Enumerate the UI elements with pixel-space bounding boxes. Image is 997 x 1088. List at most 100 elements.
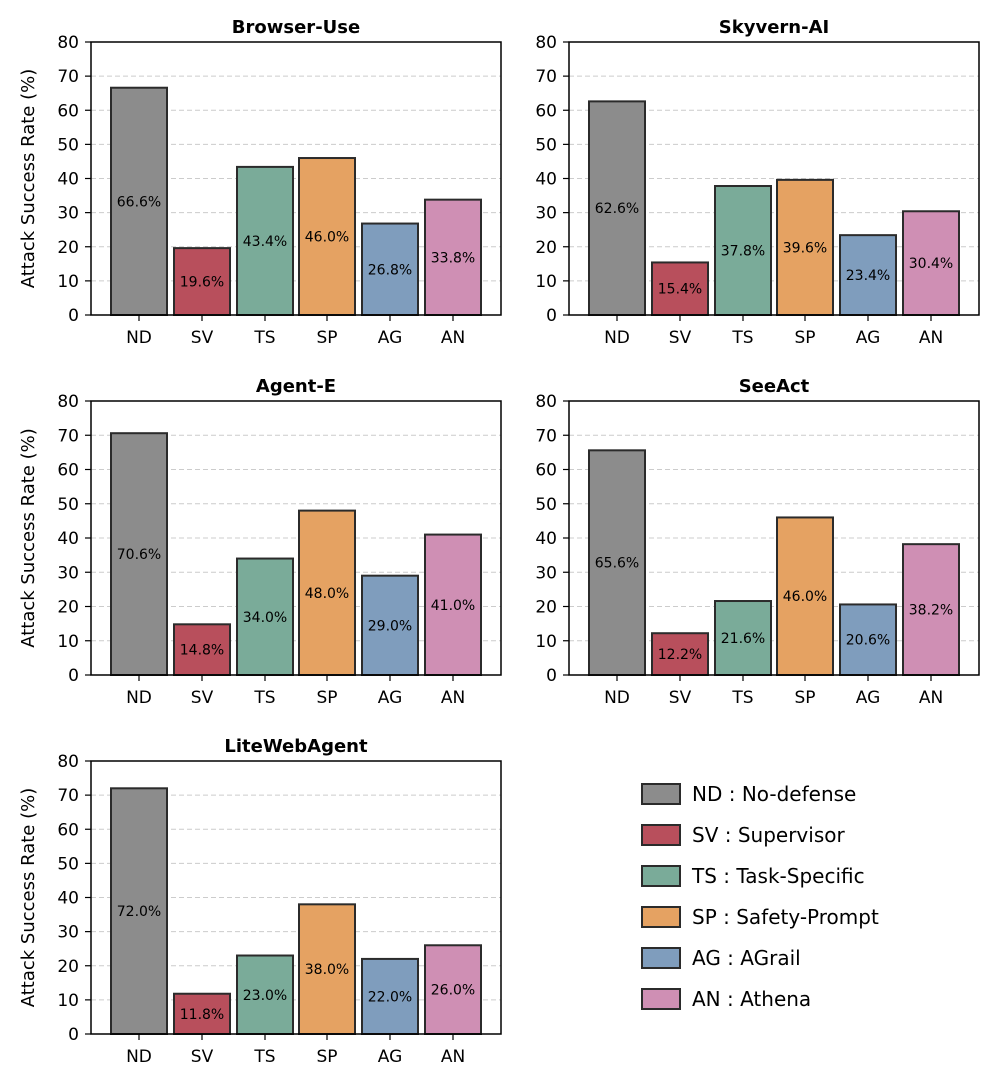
data-label: 70.6% <box>117 547 161 563</box>
bar-an <box>424 533 482 677</box>
y-tick-label: 60 <box>57 820 79 840</box>
x-tick-label: SV <box>191 1047 214 1067</box>
x-tick-label: TS <box>731 328 753 348</box>
bar-ag <box>839 234 897 317</box>
legend-label: ND : No-defense <box>692 782 856 806</box>
chart-panel-agent-e: 0 10 20 30 40 50 60 70 80 70.6% ND 14.8% SV 34.0% TS 48… <box>18 376 502 708</box>
y-tick-label: 60 <box>535 101 557 121</box>
data-label: 46.0% <box>783 589 827 605</box>
y-tick-label: 0 <box>546 306 557 326</box>
bar-ts <box>236 954 294 1036</box>
data-label: 30.4% <box>909 256 953 272</box>
bar-ag <box>361 222 419 316</box>
y-tick-label: 80 <box>57 392 79 412</box>
data-label: 33.8% <box>431 250 475 266</box>
x-tick-label: AN <box>441 1047 465 1067</box>
data-label: 66.6% <box>117 194 161 210</box>
x-tick-label: SV <box>191 328 214 348</box>
data-label: 62.6% <box>595 201 639 217</box>
data-label: 11.8% <box>180 1007 224 1023</box>
y-tick-label: 20 <box>57 238 79 258</box>
bar-ts <box>714 600 772 677</box>
axes-frame <box>90 41 502 316</box>
y-tick-label: 40 <box>535 529 557 549</box>
y-tick-label: 50 <box>57 854 79 874</box>
x-tick-label: SV <box>669 688 692 708</box>
y-tick-label: 70 <box>535 67 557 87</box>
axes-frame <box>90 400 502 676</box>
chart-title: SeeAct <box>739 376 810 397</box>
y-tick-label: 40 <box>57 889 79 909</box>
y-axis-label: Attack Success Rate (%) <box>18 788 39 1008</box>
data-label: 48.0% <box>305 586 349 602</box>
data-label: 26.8% <box>368 262 412 278</box>
data-label: 34.0% <box>243 610 287 626</box>
legend-item: SV : Supervisor <box>641 823 845 847</box>
bar-sv <box>651 261 709 317</box>
y-tick-label: 70 <box>57 67 79 87</box>
bar-nd <box>588 100 646 316</box>
x-tick-label: TS <box>253 688 275 708</box>
bar-sp <box>776 178 834 316</box>
y-axis-label: Attack Success Rate (%) <box>18 69 39 289</box>
y-axis-label: Attack Success Rate (%) <box>18 428 39 648</box>
y-tick-label: 30 <box>57 923 79 943</box>
x-tick-label: ND <box>604 328 630 348</box>
bar-nd <box>110 432 168 676</box>
y-tick-label: 10 <box>57 272 79 292</box>
y-tick-label: 20 <box>535 238 557 258</box>
y-tick-label: 40 <box>57 529 79 549</box>
bar-an <box>902 543 960 676</box>
x-tick-label: ND <box>126 328 152 348</box>
y-tick-label: 80 <box>535 33 557 53</box>
y-tick-label: 0 <box>68 306 79 326</box>
legend: ND : No-defense SV : Supervisor TS : Task-… <box>641 782 879 1011</box>
x-tick-label: SV <box>669 328 692 348</box>
y-tick-label: 0 <box>546 666 557 686</box>
data-label: 38.0% <box>305 962 349 978</box>
y-tick-label: 0 <box>68 1025 79 1045</box>
legend-item: AG : AGrail <box>641 946 801 970</box>
bar-an <box>424 198 482 316</box>
chart-title: Browser-Use <box>232 17 360 38</box>
x-tick-label: AG <box>378 1047 403 1067</box>
y-tick-label: 10 <box>535 272 557 292</box>
x-tick-label: TS <box>253 1047 275 1067</box>
chart-title: LiteWebAgent <box>224 736 368 757</box>
bar-ts <box>236 557 294 676</box>
legend-swatch <box>641 906 681 928</box>
data-label: 43.4% <box>243 234 287 250</box>
chart-panels: 0 10 20 30 40 50 60 70 80 66.6% ND 19.6% SV 43.4% TS 46… <box>18 17 980 1067</box>
x-tick-label: TS <box>253 328 275 348</box>
legend-label: AG : AGrail <box>692 946 801 970</box>
x-tick-label: SV <box>191 688 214 708</box>
x-tick-label: AN <box>919 688 943 708</box>
y-tick-label: 30 <box>57 204 79 224</box>
x-tick-label: AG <box>378 688 403 708</box>
bar-ts <box>714 185 772 316</box>
data-label: 29.0% <box>368 618 412 634</box>
legend-label: AN : Athena <box>692 987 811 1011</box>
legend-swatch <box>641 824 681 846</box>
x-tick-label: AG <box>856 328 881 348</box>
bar-ts <box>236 165 294 316</box>
y-tick-label: 50 <box>57 135 79 155</box>
x-tick-label: AN <box>441 688 465 708</box>
data-label: 65.6% <box>595 556 639 572</box>
bar-an <box>902 210 960 316</box>
x-tick-label: SP <box>316 328 337 348</box>
y-tick-label: 20 <box>57 598 79 618</box>
legend-item: TS : Task-Specific <box>641 864 865 888</box>
legend-swatch <box>641 783 681 805</box>
data-label: 39.6% <box>783 240 827 256</box>
data-label: 22.0% <box>368 989 412 1005</box>
y-tick-label: 30 <box>57 563 79 583</box>
bar-sv <box>173 623 231 676</box>
y-tick-label: 10 <box>57 632 79 652</box>
x-tick-label: SP <box>316 688 337 708</box>
chart-panel-seeact: 0 10 20 30 40 50 60 70 80 65.6% ND 12.2% SV 21.6% TS 46… <box>535 376 980 708</box>
y-tick-label: 50 <box>57 495 79 515</box>
y-tick-label: 0 <box>68 666 79 686</box>
x-tick-label: ND <box>126 1047 152 1067</box>
